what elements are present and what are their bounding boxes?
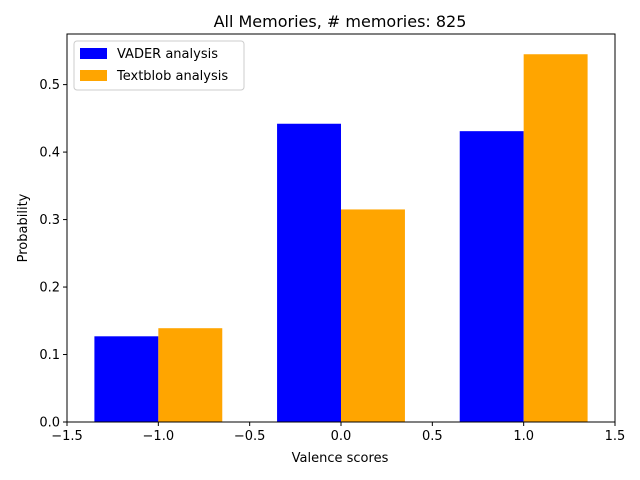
legend-swatch-vader [80,48,107,59]
x-tick-label: −1.5 [51,429,83,444]
chart-title: All Memories, # memories: 825 [214,12,467,31]
x-tick-label: 0.5 [422,429,443,444]
bar-textblob-1 [341,209,405,422]
x-axis-label: Valence scores [292,451,389,466]
bar-vader-2 [459,131,524,422]
x-tick-label: 1.0 [513,429,534,444]
bar-vader-0 [94,336,159,422]
y-tick-label: 0.2 [39,281,60,296]
bar-textblob-0 [158,328,223,422]
legend-frame [73,40,245,91]
x-tick-label: −0.5 [234,429,266,444]
legend-label-textblob: Textblob analysis [116,69,228,84]
legend-label-vader: VADER analysis [117,47,218,62]
x-tick-label: −1.0 [143,429,175,444]
y-tick-label: 0.3 [39,213,60,228]
x-tick-label: 0.0 [331,429,352,444]
legend: VADER analysis Textblob analysis [73,40,245,91]
y-tick-label: 0.0 [39,416,60,431]
x-axis: −1.5 −1.0 −0.5 0.0 0.5 1.0 1.5 [51,422,625,444]
bars-group [94,54,588,423]
y-tick-label: 0.4 [39,146,60,161]
y-axis-label: Probability [16,193,31,262]
y-tick-label: 0.1 [39,348,60,363]
y-axis: 0.0 0.1 0.2 0.3 0.4 0.5 [39,78,67,431]
x-tick-label: 1.5 [605,429,626,444]
bar-textblob-2 [523,54,588,423]
y-tick-label: 0.5 [39,78,60,93]
bar-vader-1 [277,123,341,422]
legend-swatch-textblob [80,70,107,81]
